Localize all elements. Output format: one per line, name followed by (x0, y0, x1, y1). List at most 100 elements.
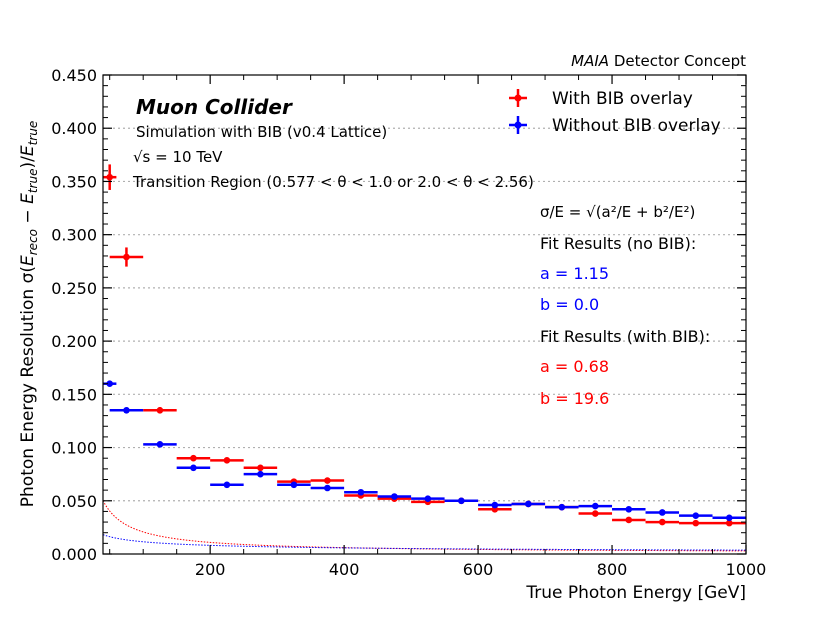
legend-label-with-bib: With BIB overlay (552, 89, 693, 109)
data-point-with-bib (176, 454, 211, 462)
legend: With BIB overlay Without BIB overlay (509, 89, 721, 136)
data-point-with-bib (143, 407, 177, 414)
data-point-without-bib (243, 470, 278, 478)
data-point-with-bib (712, 519, 746, 527)
point-marker (190, 454, 197, 462)
region-label: Transition Region (0.577 < θ < 1.0 or 2.… (132, 173, 534, 191)
legend-marker-without-bib (509, 116, 527, 134)
point-marker (525, 500, 532, 508)
data-point-without-bib (377, 493, 412, 500)
fit-curve-without-bib (103, 534, 746, 551)
data-point-with-bib (210, 457, 244, 464)
point-marker (223, 457, 231, 464)
point-marker (725, 514, 733, 522)
fit-bib-header: Fit Results (with BIB): (540, 327, 710, 346)
y-tick-label: 0.250 (51, 279, 97, 298)
axis-ticks: 0.000 0.050 0.100 0.150 0.200 0.250 0.300 0.350… (51, 66, 766, 579)
chart-subtitle: Simulation with BIB (v0.4 Lattice) (136, 123, 387, 141)
data-point-without-bib (712, 514, 746, 522)
data-point-with-bib (103, 164, 117, 190)
point-marker (725, 519, 733, 527)
data-point-without-bib (411, 495, 445, 502)
point-marker (257, 470, 264, 478)
y-tick-label: 0.200 (51, 332, 97, 351)
point-marker (190, 464, 197, 472)
data-point-without-bib (511, 500, 546, 508)
fit-nobib-a: a = 1.15 (540, 264, 609, 283)
plot-frame (102, 74, 747, 555)
data-point-without-bib (444, 497, 479, 505)
data-point-without-bib (143, 441, 177, 448)
x-tick-label: 200 (195, 560, 226, 579)
point-marker (290, 481, 298, 489)
y-tick-label: 0.350 (51, 172, 97, 191)
fit-bib-b: b = 19.6 (540, 389, 609, 408)
y-tick-label: 0.100 (51, 439, 97, 458)
point-marker (324, 484, 331, 492)
y-tick-label: 0.150 (51, 385, 97, 404)
x-tick-label: 800 (597, 560, 628, 579)
fit-curves (103, 500, 746, 552)
point-marker (458, 497, 465, 505)
y-tick-label: 0.050 (51, 492, 97, 511)
point-marker (692, 519, 700, 527)
data-point-without-bib (310, 484, 345, 492)
point-marker (625, 516, 633, 524)
data-point-with-bib (578, 510, 613, 517)
point-marker (658, 518, 666, 526)
point-marker (123, 253, 130, 261)
data-points (103, 164, 746, 527)
point-marker (692, 512, 700, 519)
point-marker (591, 502, 599, 510)
point-marker (357, 488, 365, 496)
data-point-without-bib (478, 501, 512, 509)
data-point-without-bib (679, 512, 713, 519)
fit-curve-with-bib (103, 500, 746, 552)
point-marker (558, 503, 566, 511)
point-marker (106, 380, 113, 387)
point-marker (324, 477, 331, 484)
data-point-without-bib (612, 505, 646, 513)
point-marker (156, 441, 164, 448)
point-marker (106, 173, 113, 181)
y-tick-label: 0.300 (51, 226, 97, 245)
point-marker (625, 505, 633, 513)
data-point-without-bib (545, 503, 579, 511)
data-point-without-bib (277, 481, 311, 489)
x-tick-label: 400 (329, 560, 360, 579)
data-point-without-bib (210, 481, 244, 489)
data-point-with-bib (310, 477, 345, 484)
point-marker (123, 407, 130, 414)
legend-marker-with-bib (509, 89, 527, 107)
y-axis-label: Photon Energy Resolution σ(Ereco − Etrue… (18, 121, 40, 507)
y-tick-label: 0.400 (51, 119, 97, 138)
data-point-with-bib (679, 519, 713, 527)
data-point-without-bib (578, 502, 613, 510)
detector-label: MAIA Detector Concept (571, 52, 746, 70)
data-point-with-bib (645, 518, 680, 526)
fit-nobib-header: Fit Results (no BIB): (540, 234, 696, 253)
x-tick-label: 1000 (726, 560, 767, 579)
chart-title: Muon Collider (136, 95, 293, 119)
x-axis-label: True Photon Energy [GeV] (525, 583, 746, 603)
point-marker (156, 407, 164, 414)
fit-nobib-b: b = 0.0 (540, 295, 599, 314)
legend-label-without-bib: Without BIB overlay (552, 116, 721, 136)
point-marker (391, 493, 398, 500)
energy-label: √s = 10 TeV (133, 148, 223, 166)
data-point-without-bib (176, 464, 211, 472)
data-point-without-bib (344, 488, 378, 496)
data-point-without-bib (645, 509, 680, 516)
y-tick-label: 0.000 (51, 545, 97, 564)
data-point-with-bib (612, 516, 646, 524)
fit-bib-a: a = 0.68 (540, 357, 609, 376)
point-marker (491, 501, 499, 509)
grid-lines (103, 127, 746, 502)
point-marker (223, 481, 231, 489)
x-tick-label: 600 (463, 560, 494, 579)
point-marker (591, 510, 599, 517)
y-tick-label: 0.450 (51, 66, 97, 85)
point-marker (658, 509, 666, 516)
data-point-without-bib (109, 407, 144, 414)
